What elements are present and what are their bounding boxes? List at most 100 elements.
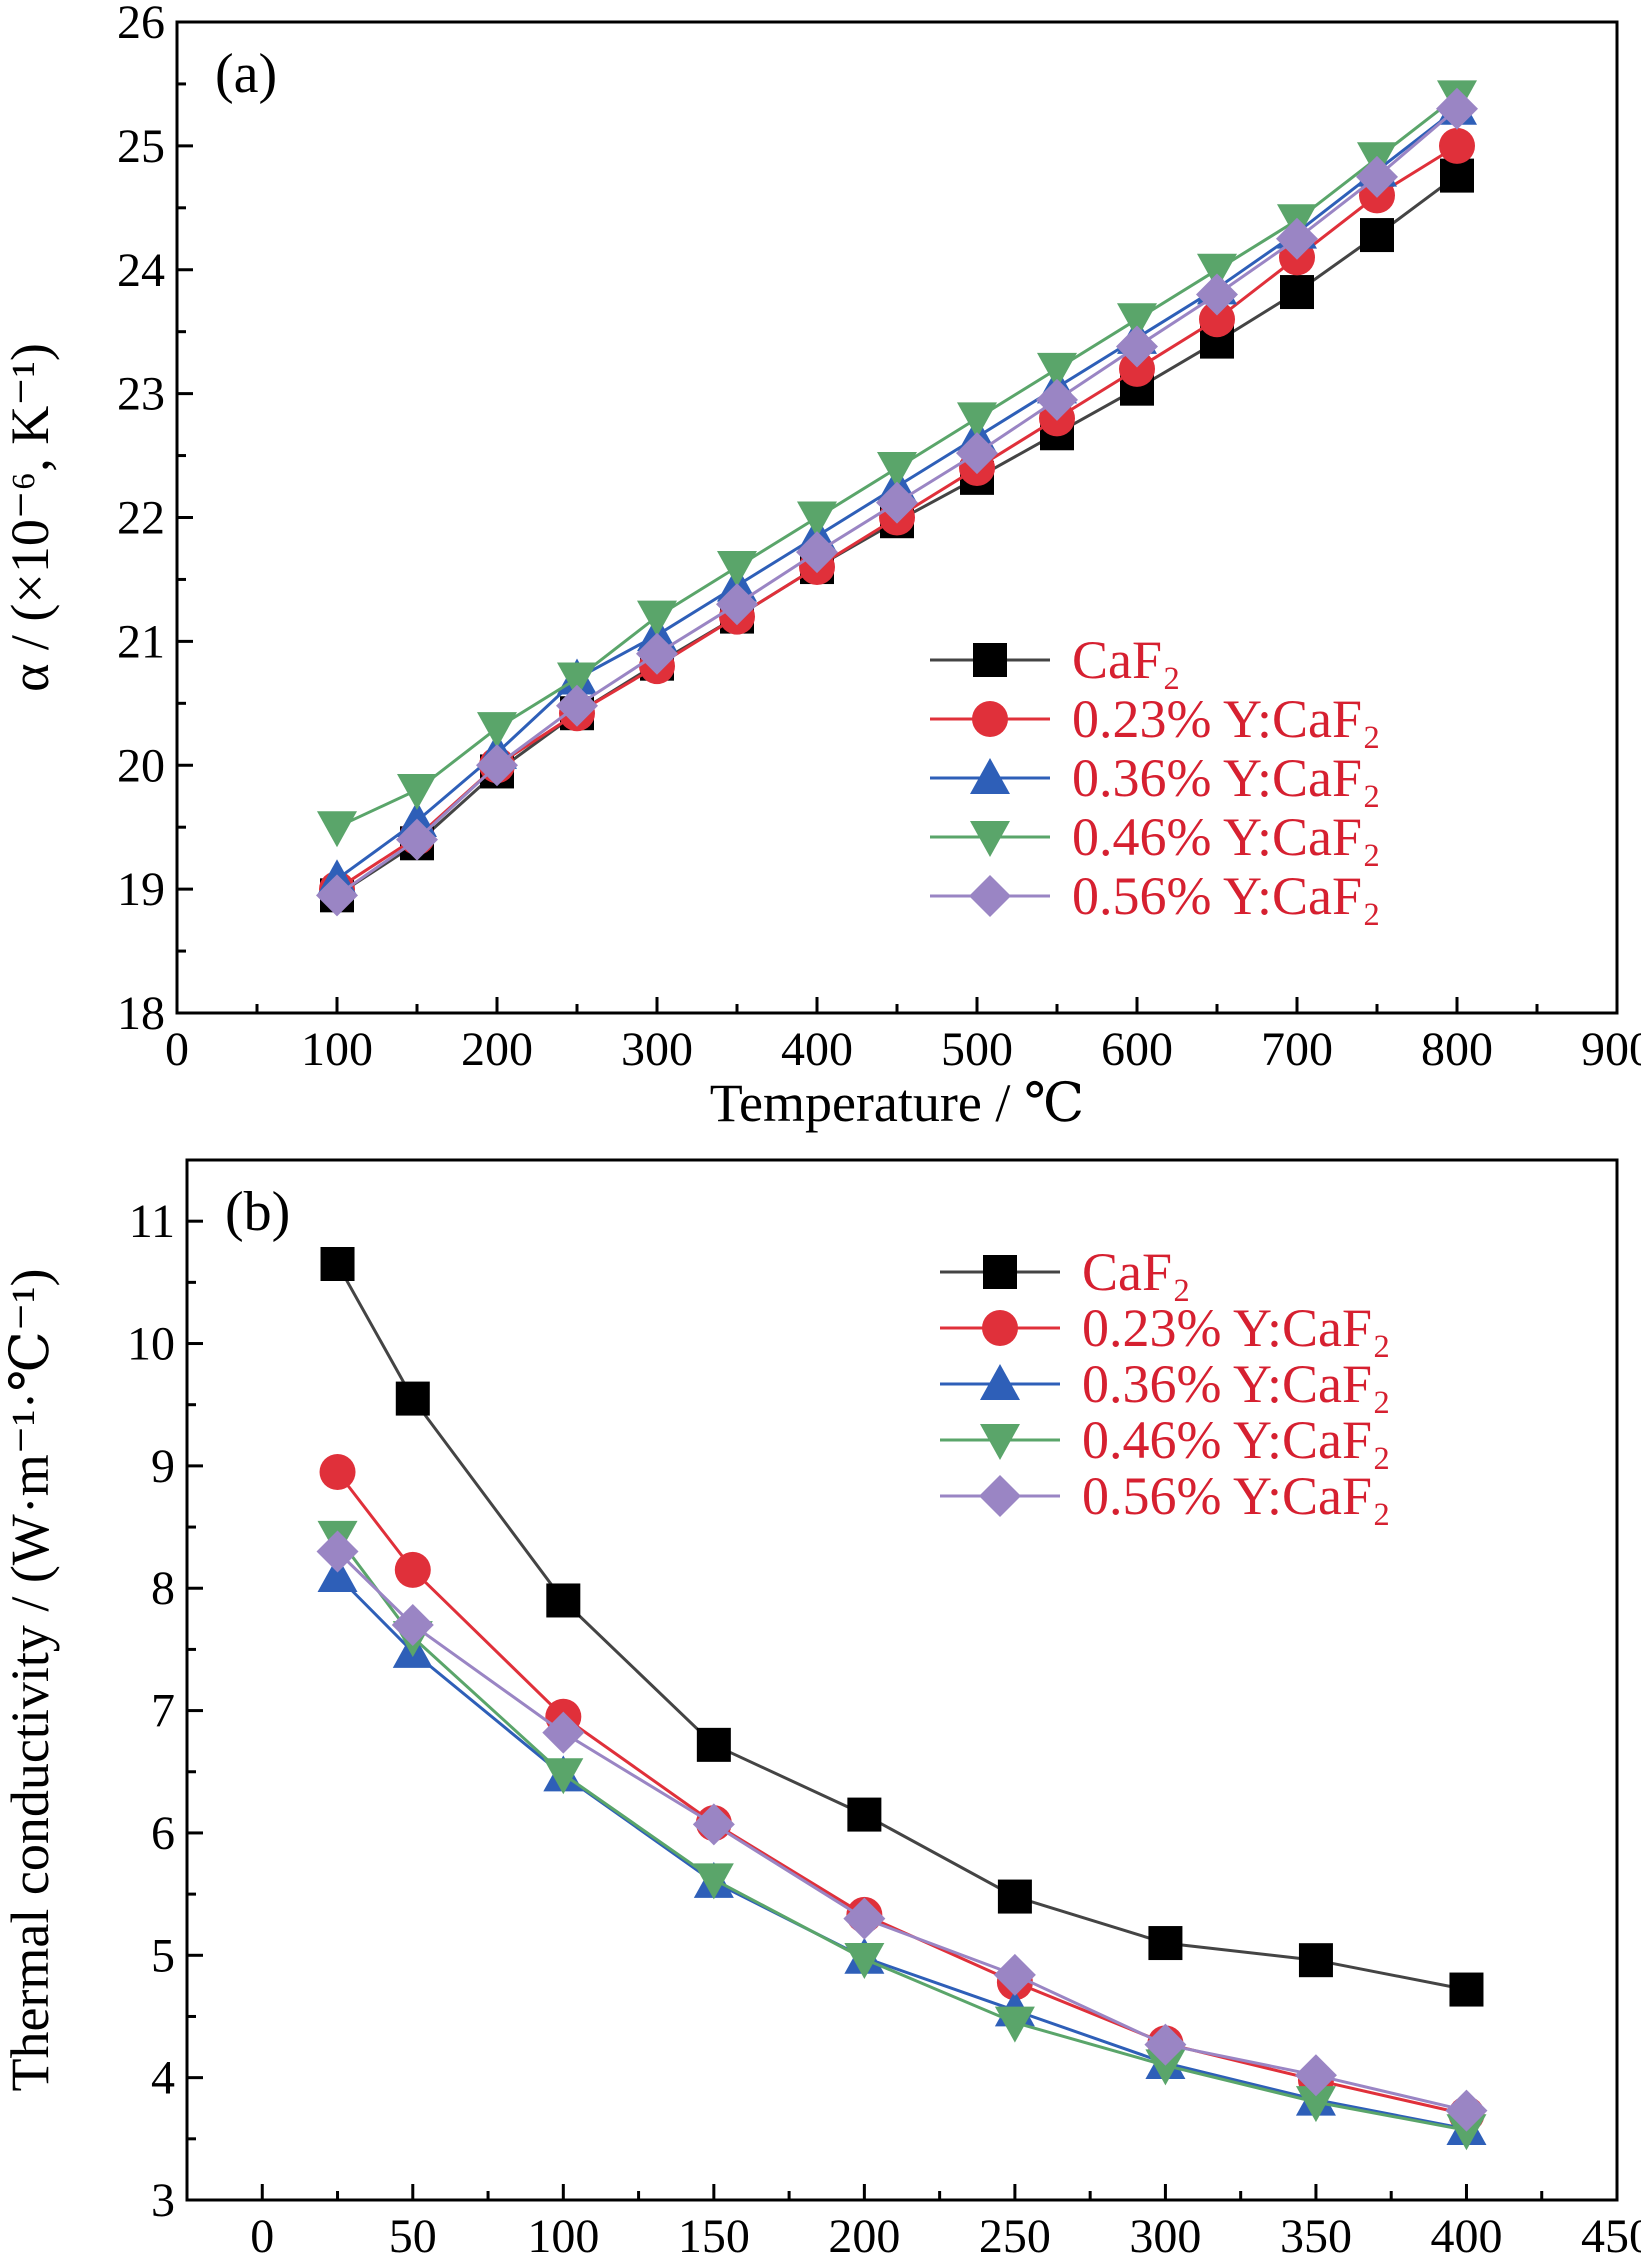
x-tick-label: 100 [527, 2210, 599, 2254]
y-axis-title: Thermal conductivity / (W·m⁻¹·℃⁻¹) [0, 1268, 60, 2091]
data-point [1360, 218, 1394, 253]
legend-marker [970, 821, 1010, 857]
x-tick-label: 250 [979, 2210, 1051, 2254]
data-point [1280, 275, 1314, 310]
y-tick-label: 4 [151, 2052, 175, 2105]
x-tick-label: 150 [678, 2210, 750, 2254]
legend-entry: 0.23% Y:CaF₂ [1072, 689, 1381, 749]
legend-entry: CaF₂ [1072, 630, 1181, 690]
y-tick-label: 23 [117, 368, 165, 421]
data-point [1117, 303, 1157, 340]
legend-marker [980, 1364, 1020, 1400]
x-axis-title: Temperature / ℃ [710, 1073, 1084, 1133]
data-point [716, 583, 758, 626]
x-tick-label: 450 [1581, 2210, 1641, 2254]
data-point [395, 1381, 430, 1416]
data-point [1298, 1943, 1333, 1978]
series-5 [316, 87, 1478, 917]
x-tick-label: 700 [1261, 1023, 1333, 1076]
legend-entry: 0.36% Y:CaF₂ [1072, 748, 1381, 808]
y-tick-label: 21 [117, 615, 165, 668]
data-point [692, 1803, 735, 1846]
data-point [1037, 352, 1077, 389]
x-tick-label: 0 [250, 2210, 274, 2254]
data-point [637, 600, 677, 637]
data-point [693, 1863, 734, 1900]
data-point [317, 1556, 358, 1592]
data-point [1276, 217, 1318, 260]
data-point [636, 632, 678, 675]
data-point [546, 1583, 581, 1618]
data-point [394, 1551, 431, 1588]
legend-marker [972, 701, 1008, 737]
data-point [391, 1603, 434, 1646]
legend-marker [969, 875, 1011, 917]
data-point [994, 2006, 1035, 2043]
data-point [319, 1454, 356, 1490]
data-point [1199, 301, 1235, 338]
y-tick-label: 5 [151, 1929, 175, 1982]
data-point [717, 551, 757, 588]
data-point [997, 1879, 1032, 1914]
data-point [557, 662, 597, 699]
x-tick-label: 600 [1101, 1023, 1173, 1076]
legend-entry: 0.46% Y:CaF₂ [1072, 807, 1381, 867]
data-point [396, 818, 438, 861]
data-point [542, 1711, 585, 1754]
legend-marker [970, 758, 1010, 794]
data-point [957, 402, 997, 439]
y-tick-label: 6 [151, 1807, 175, 1860]
data-point [1119, 350, 1155, 387]
data-point [1445, 2089, 1488, 2132]
y-tick-label: 26 [117, 0, 165, 49]
series-line [336, 1550, 1467, 2113]
series-3 [317, 1556, 1487, 2146]
series-line [336, 1574, 1467, 2131]
data-point [1436, 87, 1478, 130]
data-point [1295, 2086, 1336, 2123]
data-point [1116, 325, 1158, 368]
y-tick-label: 18 [117, 987, 165, 1040]
y-tick-label: 7 [151, 1685, 175, 1738]
data-point [1036, 378, 1078, 421]
x-tick-label: 800 [1421, 1023, 1493, 1076]
legend-marker [973, 643, 1007, 677]
data-point [843, 1897, 886, 1940]
series-line [336, 1471, 1467, 2116]
y-tick-label: 19 [117, 863, 165, 916]
x-tick-label: 50 [389, 2210, 437, 2254]
y-tick-label: 8 [151, 1562, 175, 1615]
series-1 [320, 1247, 1484, 2007]
data-point [1446, 2114, 1487, 2151]
chart-panel-b: 05010015020025030035040045034567891011Te… [0, 1158, 1641, 2254]
data-point [1148, 1926, 1183, 1961]
data-point [1440, 158, 1474, 193]
x-tick-label: 350 [1280, 2210, 1352, 2254]
data-point [876, 481, 918, 524]
data-point [316, 874, 358, 917]
x-tick-label: 100 [301, 1023, 373, 1076]
data-point [847, 1797, 882, 1832]
data-point [320, 1247, 355, 1281]
data-point [317, 811, 357, 848]
x-tick-label: 900 [1581, 1023, 1641, 1076]
panel-label: (b) [225, 1181, 290, 1243]
data-point [1144, 2023, 1187, 2066]
legend-marker [980, 1424, 1020, 1460]
data-point [696, 1727, 731, 1762]
chart-panel-a: 0 100 200 300 400 500 600 700 800 900 18 19 20 21 22 23… [0, 0, 1641, 1133]
legend-entry: 0.56% Y:CaF₂ [1072, 866, 1381, 926]
data-point [844, 1942, 885, 1979]
data-point [877, 451, 917, 488]
panel-label: (a) [215, 43, 277, 105]
x-tick-label: 400 [781, 1023, 853, 1076]
y-tick-label: 24 [117, 244, 165, 297]
data-point [956, 432, 998, 475]
data-point [397, 774, 437, 811]
x-tick-label: 400 [1430, 2210, 1502, 2254]
legend-entry: 0.23% Y:CaF₂ [1082, 1298, 1391, 1358]
data-point [1449, 1972, 1484, 2007]
legend-marker [983, 1255, 1017, 1289]
